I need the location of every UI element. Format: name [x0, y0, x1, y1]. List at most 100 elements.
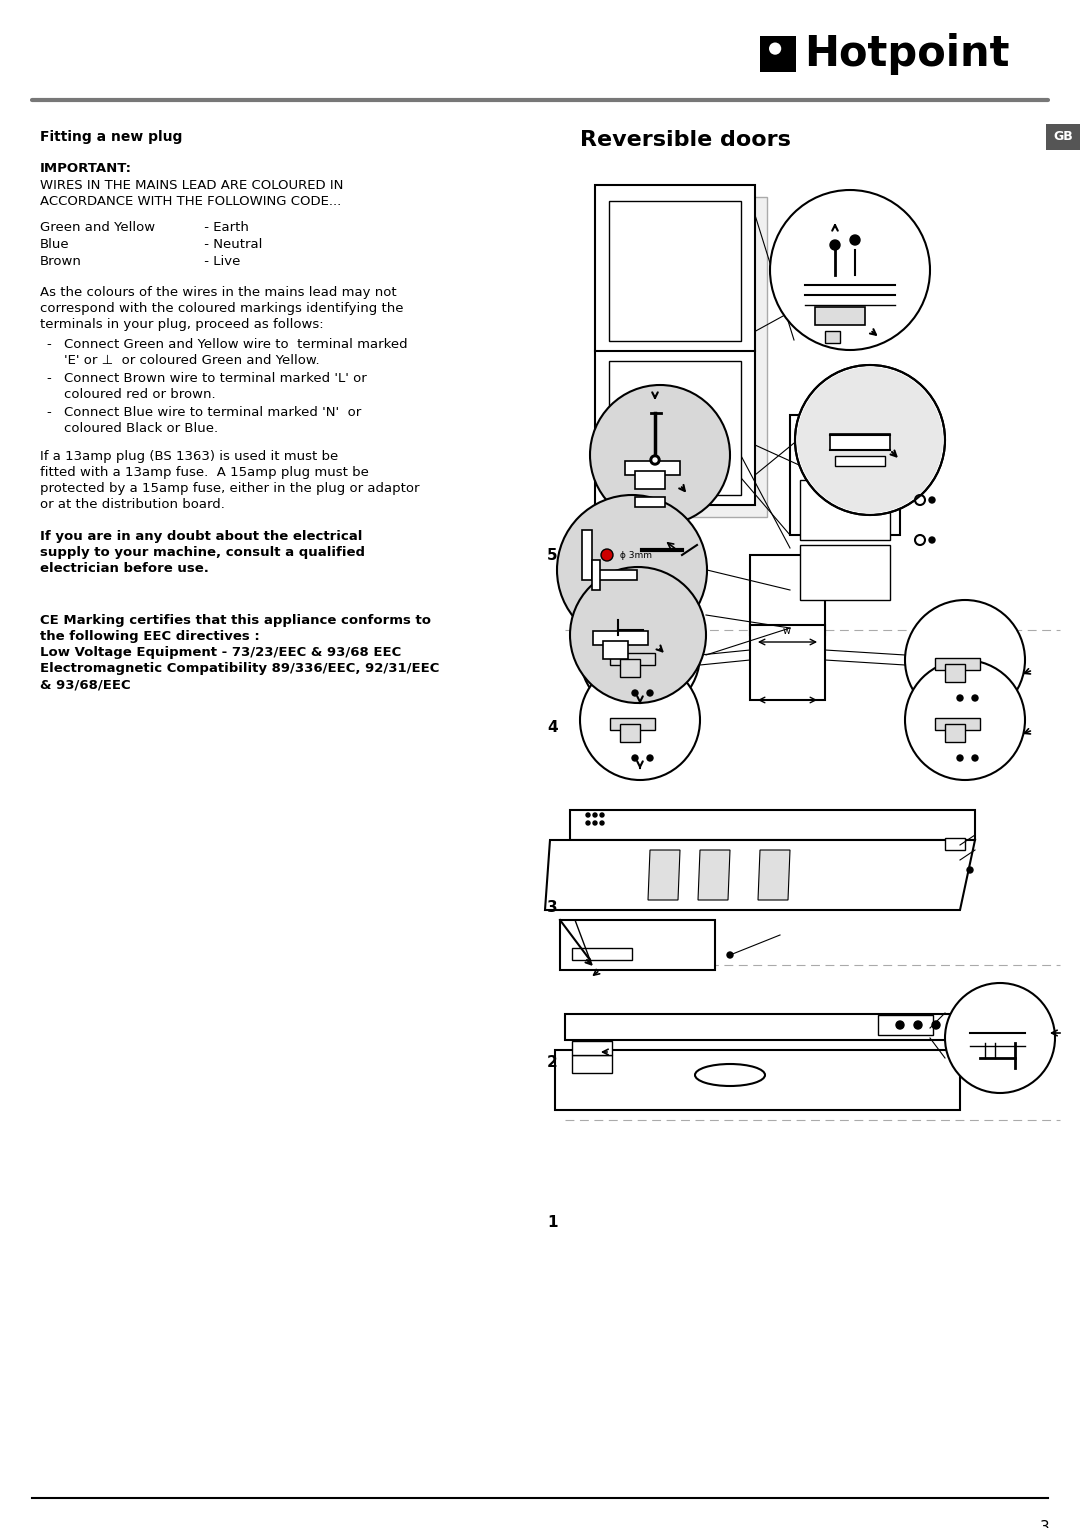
Polygon shape — [570, 810, 975, 840]
Circle shape — [929, 536, 935, 542]
Circle shape — [769, 43, 781, 55]
Circle shape — [797, 367, 943, 513]
Bar — [565, 1015, 960, 1041]
Circle shape — [972, 755, 978, 761]
Circle shape — [570, 567, 706, 703]
Bar — [800, 545, 890, 601]
Text: WIRES IN THE MAINS LEAD ARE COLOURED IN: WIRES IN THE MAINS LEAD ARE COLOURED IN — [40, 179, 343, 193]
Circle shape — [647, 691, 653, 695]
Bar — [610, 652, 654, 665]
Circle shape — [727, 952, 733, 958]
Bar — [935, 659, 980, 669]
Text: Green and Yellow: Green and Yellow — [40, 222, 156, 234]
Circle shape — [557, 495, 707, 645]
Circle shape — [967, 866, 973, 872]
Bar — [825, 332, 840, 342]
Bar — [945, 837, 966, 850]
Text: 3: 3 — [1040, 1520, 1050, 1528]
Text: Electromagnetic Compatibility 89/336/EEC, 92/31/EEC: Electromagnetic Compatibility 89/336/EEC… — [40, 662, 440, 675]
Bar — [635, 497, 665, 507]
Circle shape — [586, 821, 590, 825]
Text: Low Voltage Equipment - 73/23/EEC & 93/68 EEC: Low Voltage Equipment - 73/23/EEC & 93/6… — [40, 646, 402, 659]
Text: - Neutral: - Neutral — [200, 238, 262, 251]
Circle shape — [650, 455, 660, 465]
Circle shape — [770, 189, 930, 350]
Circle shape — [929, 497, 935, 503]
Text: Brown: Brown — [40, 255, 82, 267]
Bar — [561, 920, 715, 970]
Polygon shape — [545, 840, 975, 911]
Bar — [609, 202, 741, 341]
Bar — [750, 625, 825, 700]
Text: or at the distribution board.: or at the distribution board. — [40, 498, 225, 510]
Circle shape — [915, 535, 924, 545]
Circle shape — [586, 813, 590, 817]
Bar — [592, 559, 600, 590]
Bar — [945, 665, 966, 681]
Polygon shape — [648, 850, 680, 900]
Bar — [945, 724, 966, 743]
Circle shape — [945, 983, 1055, 1093]
Text: Connect Blue wire to terminal marked 'N'  or: Connect Blue wire to terminal marked 'N'… — [64, 406, 361, 419]
Text: the following EEC directives :: the following EEC directives : — [40, 630, 260, 643]
Bar — [815, 307, 865, 325]
Text: Reversible doors: Reversible doors — [580, 130, 791, 150]
Bar — [835, 455, 885, 466]
Bar — [572, 1054, 612, 1073]
Circle shape — [600, 813, 604, 817]
Bar — [831, 434, 890, 451]
Circle shape — [600, 821, 604, 825]
Circle shape — [590, 385, 730, 526]
Text: CE Marking certifies that this appliance conforms to: CE Marking certifies that this appliance… — [40, 614, 431, 626]
Bar — [572, 1041, 612, 1054]
Circle shape — [593, 813, 597, 817]
Bar — [789, 416, 900, 535]
Bar — [610, 718, 654, 730]
Bar — [935, 718, 980, 730]
Bar — [760, 37, 796, 72]
Text: Connect Brown wire to terminal marked 'L' or: Connect Brown wire to terminal marked 'L… — [64, 371, 367, 385]
Circle shape — [905, 660, 1025, 779]
Bar — [635, 471, 665, 489]
Circle shape — [580, 594, 700, 715]
Bar — [595, 185, 755, 504]
Text: w: w — [783, 626, 791, 636]
Text: ϕ 3mm: ϕ 3mm — [617, 550, 652, 559]
Bar — [582, 530, 592, 581]
Text: -: - — [46, 371, 51, 385]
Bar — [1047, 124, 1080, 150]
Text: electrician before use.: electrician before use. — [40, 562, 208, 575]
Text: 5: 5 — [546, 549, 557, 562]
Circle shape — [915, 495, 924, 504]
Text: -: - — [46, 406, 51, 419]
Circle shape — [580, 660, 700, 779]
Text: Connect Green and Yellow wire to  terminal marked: Connect Green and Yellow wire to termina… — [64, 338, 407, 351]
Circle shape — [593, 821, 597, 825]
Polygon shape — [758, 850, 789, 900]
Bar — [609, 362, 741, 495]
Text: terminals in your plug, proceed as follows:: terminals in your plug, proceed as follo… — [40, 318, 324, 332]
Bar — [555, 1050, 960, 1109]
Text: protected by a 15amp fuse, either in the plug or adaptor: protected by a 15amp fuse, either in the… — [40, 481, 419, 495]
Polygon shape — [698, 850, 730, 900]
Circle shape — [932, 1021, 940, 1028]
Circle shape — [957, 755, 963, 761]
Text: & 93/68/EEC: & 93/68/EEC — [40, 678, 131, 691]
Bar — [572, 947, 632, 960]
Text: fitted with a 13amp fuse.  A 15amp plug must be: fitted with a 13amp fuse. A 15amp plug m… — [40, 466, 369, 478]
Text: 1: 1 — [546, 1215, 557, 1230]
Text: - Earth: - Earth — [200, 222, 248, 234]
Text: GB: GB — [1053, 130, 1072, 144]
Bar — [620, 724, 640, 743]
Text: Fitting a new plug: Fitting a new plug — [40, 130, 183, 144]
Circle shape — [632, 691, 638, 695]
Bar — [592, 570, 637, 581]
Circle shape — [896, 1021, 904, 1028]
Circle shape — [957, 695, 963, 701]
Text: 3: 3 — [546, 900, 557, 915]
Bar — [620, 659, 640, 677]
Text: ACCORDANCE WITH THE FOLLOWING CODE...: ACCORDANCE WITH THE FOLLOWING CODE... — [40, 196, 341, 208]
Text: 'E' or ⊥  or coloured Green and Yellow.: 'E' or ⊥ or coloured Green and Yellow. — [64, 354, 320, 367]
Circle shape — [632, 755, 638, 761]
Text: As the colours of the wires in the mains lead may not: As the colours of the wires in the mains… — [40, 286, 396, 299]
